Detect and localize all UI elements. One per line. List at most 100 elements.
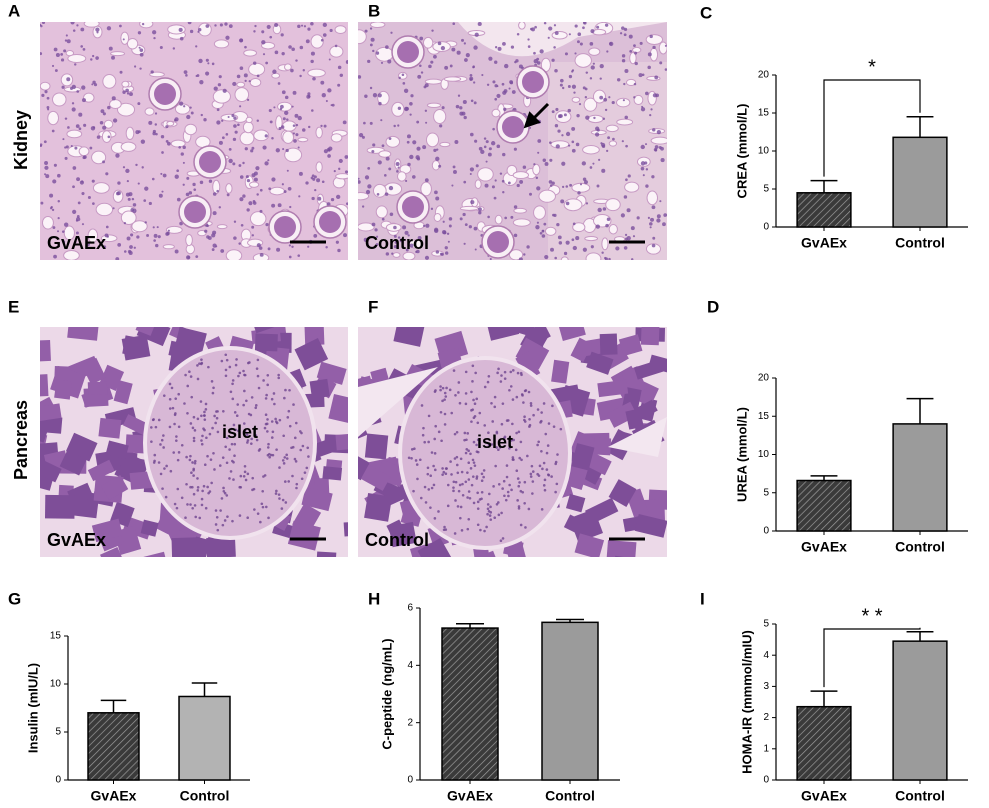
nucleus [526,245,530,249]
nucleus [565,240,570,245]
bar [178,695,231,781]
nucleus [529,404,533,407]
nucleus [457,381,461,384]
nucleus [380,119,383,122]
nucleus [579,183,583,186]
nucleus [239,175,244,179]
nucleus [288,424,292,428]
nucleus [213,414,216,418]
nucleus [495,430,499,434]
nucleus [452,22,456,26]
nucleus [623,33,627,37]
nucleus [577,32,582,37]
nucleus [193,504,197,507]
nucleus [212,230,217,235]
acinar-cell [121,334,151,361]
nucleus [419,64,422,67]
nucleus [307,245,310,248]
glomerulus [274,216,296,238]
tubule [52,92,67,107]
nucleus [536,57,540,61]
nucleus [466,527,470,531]
nucleus [517,505,521,508]
nucleus [236,403,240,406]
nucleus [571,84,577,89]
nucleus [621,59,626,63]
nucleus [444,395,448,398]
nucleus [602,207,607,211]
error-bar [810,690,838,707]
nucleus [488,56,493,61]
panel-letter: G [8,589,21,608]
nucleus [529,472,533,476]
acinar-cell [173,327,207,358]
nucleus [575,142,580,147]
tubule [185,244,196,255]
nucleus [427,488,431,491]
nucleus [552,425,556,428]
tubule [571,96,581,103]
nucleus [56,230,60,233]
nucleus [312,76,316,81]
nucleus [252,61,257,65]
nucleus [176,197,181,202]
nucleus [430,207,434,210]
nucleus [238,371,242,375]
nucleus [256,358,260,362]
nucleus [337,248,341,253]
tubule [91,150,107,165]
nucleus [132,203,137,207]
tubule [149,71,165,78]
nucleus [199,180,204,185]
nucleus [63,222,69,227]
tubule [646,190,659,206]
nucleus [83,123,87,127]
nucleus [52,179,57,184]
glomerulus [184,201,206,223]
nucleus [287,186,292,191]
nucleus [522,401,525,404]
nucleus [91,83,94,86]
nucleus [592,162,595,165]
nucleus [177,451,181,454]
nucleus [433,517,437,520]
nucleus [503,436,506,440]
tubule [271,72,281,79]
nucleus [455,104,460,109]
nucleus [582,247,587,252]
nucleus [176,169,179,173]
nucleus [239,38,244,43]
nucleus [649,226,652,229]
nucleus [107,105,111,110]
acinar-cell [606,401,638,428]
tubule [242,121,254,134]
nucleus [170,386,174,390]
nucleus [290,68,294,73]
acinar-cell [294,338,329,371]
tubule [277,101,293,112]
nucleus [89,146,93,150]
nucleus [374,228,378,232]
nucleus [449,64,453,68]
nucleus [571,126,576,131]
nucleus [557,129,561,133]
nucleus [515,59,519,63]
nucleus [190,471,193,474]
nucleus [487,215,490,219]
image-label: Control [365,530,429,550]
nucleus [144,186,149,191]
nucleus [234,363,238,367]
nucleus [589,77,593,80]
nucleus [152,129,156,134]
nucleus [331,103,335,107]
nucleus [163,467,166,470]
nucleus [535,225,540,230]
nucleus [511,369,515,372]
nucleus [76,177,80,182]
tubule [41,215,54,230]
nucleus [157,235,161,239]
nucleus [440,46,446,51]
nucleus [248,201,253,206]
acinar-cell [606,540,637,557]
nucleus [467,478,471,481]
